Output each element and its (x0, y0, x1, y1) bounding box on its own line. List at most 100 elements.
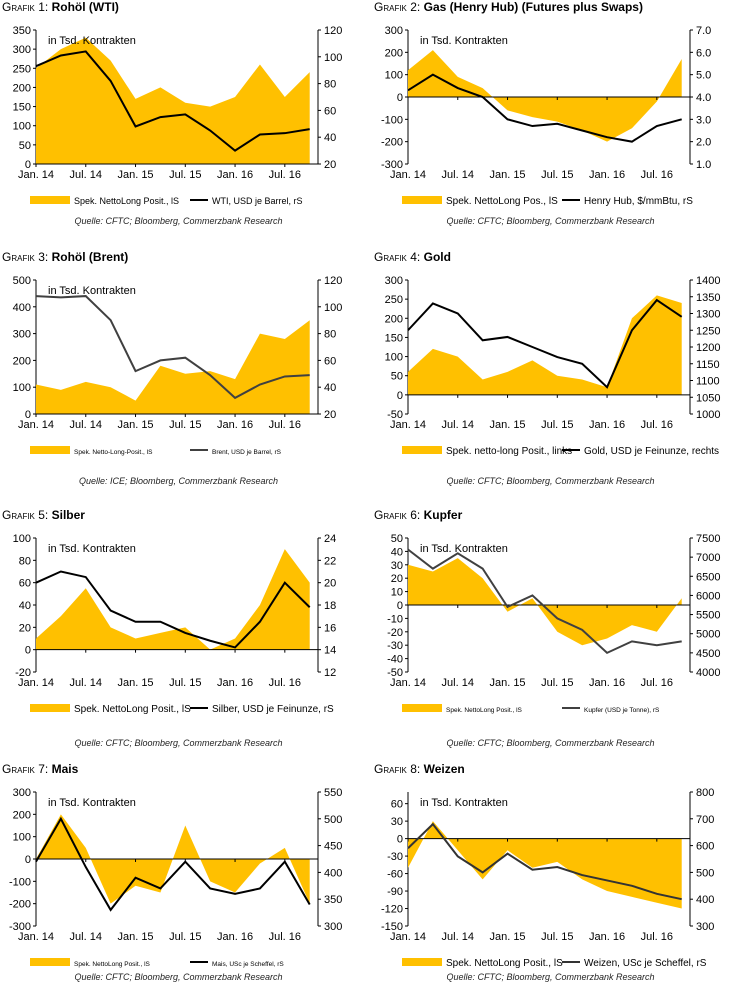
y-tick-label-left: 30 (391, 560, 403, 572)
y-tick-label-right: 6000 (696, 590, 720, 602)
y-tick-label-right: 1400 (696, 275, 720, 287)
unit-label: in Tsd. Kontrakten (420, 543, 508, 555)
chart-source: Quelle: ICE; Bloomberg, Commerzbank Rese… (78, 476, 279, 486)
chart-source: Quelle: CFTC; Bloomberg, Commerzbank Res… (446, 972, 655, 982)
y-tick-label-right: 22 (324, 555, 336, 567)
x-tick-label: Jan. 15 (489, 677, 525, 689)
chart-title: Grafik 3: Rohöl (Brent) (2, 250, 129, 264)
y-tick-label-right: 4500 (696, 648, 720, 660)
area-series (408, 50, 682, 142)
legend-area-label: Spek. NettoLong Posit., lS (74, 704, 191, 715)
x-tick-label: Jan. 15 (117, 419, 153, 431)
y-tick-label-right: 1000 (696, 409, 720, 421)
y-tick-label-right: 1.0 (696, 159, 711, 171)
legend-area-swatch (402, 704, 442, 712)
chart-5-plot: -20 0 20 40 60 80 100 12 14 16 18 20 22 24 Jan. 14 Jul.… (13, 533, 337, 715)
x-tick-label: Jul. 15 (541, 677, 573, 689)
line-series (407, 73, 682, 143)
x-tick-label: Jan. 15 (489, 931, 525, 943)
chart-panel-5: Grafik 5: Silber -20 0 20 40 60 80 100 12 14 16 18… (0, 508, 357, 748)
y-tick-label-left: 100 (13, 121, 31, 133)
y-tick-label-left: 100 (13, 533, 31, 545)
y-tick-label-right: 20 (324, 578, 336, 590)
chart-panel-7: Grafik 7: Mais -300 -200 -100 0 100 200 300 300… (0, 762, 357, 1002)
legend-line-label: Brent, USD je Barrel, rS (212, 449, 282, 456)
y-tick-label-left: -200 (9, 899, 31, 911)
y-tick-label-left: 60 (19, 578, 31, 590)
y-tick-label-right: 6.0 (696, 47, 711, 59)
y-tick-label-right: 80 (324, 329, 336, 341)
y-tick-label-right: 550 (324, 787, 342, 799)
x-tick-label: Jan. 16 (589, 419, 625, 431)
y-tick-label-left: -150 (381, 921, 403, 933)
chart-panel-8: Grafik 8: Weizen -150 -120 -90 -60 -30 0 30 60 3… (372, 762, 729, 1002)
x-tick-label: Jul. 16 (641, 677, 673, 689)
y-tick-label-right: 4000 (696, 667, 720, 679)
y-tick-label-left: 0 (397, 92, 403, 104)
y-tick-label-right: 450 (324, 841, 342, 853)
x-tick-label: Jan. 16 (589, 931, 625, 943)
y-tick-label-right: 100 (324, 52, 342, 64)
line-series (407, 822, 682, 901)
y-tick-label-right: 700 (696, 814, 714, 826)
x-tick-label: Jan. 14 (390, 931, 426, 943)
y-tick-label-right: 350 (324, 894, 342, 906)
chart-1-plot: 0 50 100 150 200 250 300 350 20 40 60 80 100 120 Jan. … (13, 25, 343, 206)
x-tick-label: Jul. 16 (269, 169, 301, 181)
x-tick-label: Jul. 15 (169, 419, 201, 431)
x-tick-label: Jul. 15 (169, 677, 201, 689)
x-tick-label: Jul. 16 (641, 169, 673, 181)
y-tick-label-left: -50 (387, 667, 403, 679)
y-tick-label-left: 0 (397, 600, 403, 612)
y-tick-label-right: 1350 (696, 292, 720, 304)
y-tick-label-left: 80 (19, 555, 31, 567)
y-tick-label-right: 14 (324, 645, 336, 657)
x-tick-label: Jul. 14 (70, 677, 102, 689)
y-tick-label-left: 500 (13, 275, 31, 287)
y-tick-label-right: 60 (324, 105, 336, 117)
legend-area-swatch (30, 704, 70, 712)
y-tick-label-right: 16 (324, 622, 336, 634)
y-tick-label-right: 5.0 (696, 70, 711, 82)
chart-source: Quelle: CFTC; Bloomberg, Commerzbank Res… (446, 476, 655, 486)
legend-line-label: Gold, USD je Feinunze, rechts (584, 446, 719, 457)
y-tick-label-left: -50 (387, 409, 403, 421)
y-tick-label-left: 100 (385, 70, 403, 82)
y-tick-label-left: 60 (391, 799, 403, 811)
y-tick-label-right: 3.0 (696, 114, 711, 126)
y-tick-label-left: -20 (387, 627, 403, 639)
y-tick-label-left: 350 (13, 25, 31, 37)
x-tick-label: Jul. 16 (269, 677, 301, 689)
chart-source: Quelle: CFTC; Bloomberg, Commerzbank Res… (446, 216, 655, 226)
legend-area-label: Spek. NettoLong Posit., lS (446, 958, 563, 969)
y-tick-label-right: 4.0 (696, 92, 711, 104)
y-tick-label-left: 0 (25, 409, 31, 421)
y-tick-label-right: 500 (696, 867, 714, 879)
y-tick-label-left: 10 (391, 587, 403, 599)
y-tick-label-left: -10 (387, 613, 403, 625)
chart-title: Grafik 4: Gold (374, 250, 451, 264)
chart-title: Grafik 1: Rohöl (WTI) (2, 0, 119, 14)
x-tick-label: Jul. 14 (70, 169, 102, 181)
y-tick-label-left: 250 (13, 63, 31, 75)
x-tick-label: Jul. 14 (442, 419, 474, 431)
y-tick-label-right: 5000 (696, 629, 720, 641)
legend-area-swatch (402, 958, 442, 966)
y-tick-label-right: 20 (324, 159, 336, 171)
x-tick-label: Jul. 14 (442, 677, 474, 689)
y-tick-label-right: 7500 (696, 533, 720, 545)
y-tick-label-left: 30 (391, 816, 403, 828)
x-tick-label: Jul. 14 (70, 419, 102, 431)
y-tick-label-right: 7.0 (696, 25, 711, 37)
unit-label: in Tsd. Kontrakten (48, 285, 136, 297)
chart-title: Grafik 6: Kupfer (374, 508, 463, 522)
x-tick-label: Jul. 15 (169, 169, 201, 181)
legend-line-label: Mais, USc je Scheffel, rS (212, 961, 284, 968)
x-tick-label: Jan. 16 (589, 169, 625, 181)
line-series (407, 548, 682, 655)
y-tick-label-left: 40 (391, 546, 403, 558)
y-tick-label-left: -30 (387, 851, 403, 863)
y-tick-label-right: 800 (696, 787, 714, 799)
legend-area-label: Spek. NettoLong Posit., lS (74, 961, 151, 968)
